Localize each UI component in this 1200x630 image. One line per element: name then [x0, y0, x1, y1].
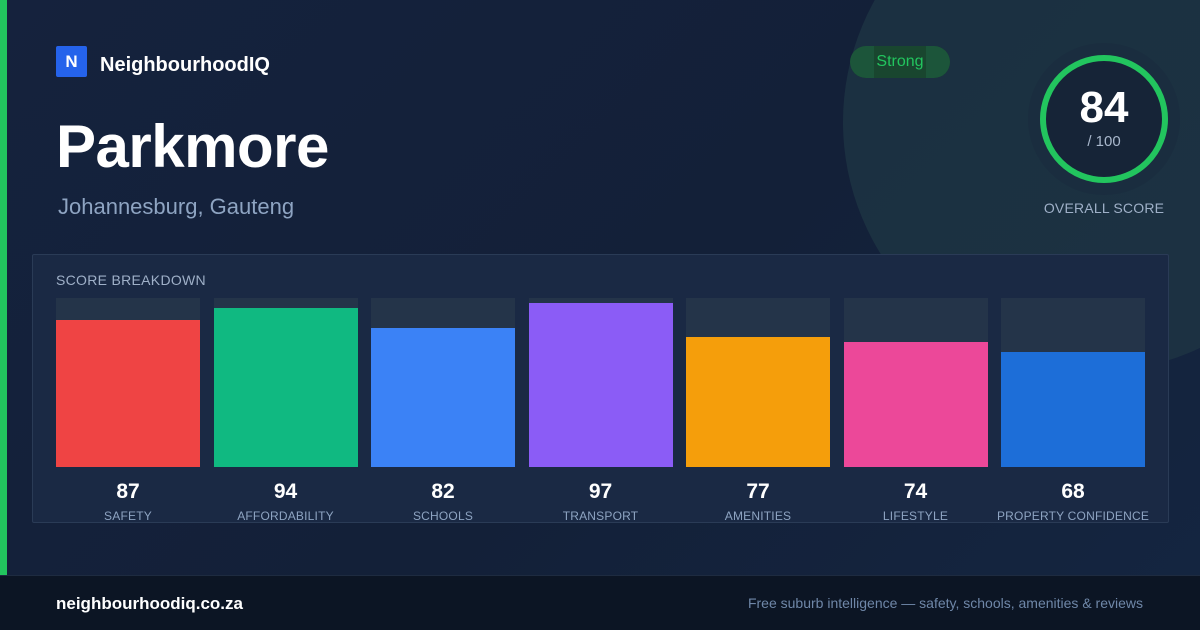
score-bar-lifestyle: 74 LIFESTYLE [843, 298, 988, 523]
bar-track [371, 298, 515, 467]
bar-value: 94 [273, 480, 298, 503]
bar-label: AMENITIES [724, 509, 792, 523]
bar-label: LIFESTYLE [882, 509, 949, 523]
bar-track [213, 298, 358, 467]
bar-track [528, 298, 673, 467]
bar-value: 82 [431, 480, 455, 503]
bar-fill [843, 342, 988, 467]
score-bar-amenities: 77 AMENITIES [686, 298, 830, 523]
score-bar-property-confidence: 68 PROPERTY CONFIDENCE [997, 298, 1149, 523]
bar-fill [686, 337, 830, 467]
suburb-title: Parkmore [56, 113, 329, 180]
bar-value: 87 [116, 480, 140, 503]
score-ring-progress [1040, 55, 1168, 183]
footer: neighbourhoodiq.co.za Free suburb intell… [0, 575, 1200, 630]
overall-score-max: / 100 [1087, 133, 1121, 150]
bar-track [686, 298, 830, 467]
bar-value: 97 [588, 480, 613, 503]
overall-score-ring: 84 / 100 [1028, 43, 1180, 195]
score-ring-icon [1028, 43, 1180, 195]
footer-domain: neighbourhoodiq.co.za [56, 594, 243, 613]
brand-logo-icon: N [56, 46, 87, 77]
bar-track [843, 298, 988, 467]
bar-fill [213, 308, 358, 467]
suburb-location: Johannesburg, Gauteng [58, 194, 295, 219]
share-card: N NeighbourhoodIQ Parkmore Johannesburg,… [0, 0, 1200, 575]
bar-label: SAFETY [104, 509, 152, 523]
score-bar-affordability: 94 AFFORDABILITY [213, 298, 358, 523]
bar-value: 77 [746, 480, 770, 503]
bar-value: 68 [1061, 480, 1085, 503]
bar-label: AFFORDABILITY [237, 509, 334, 523]
breakdown-title: SCORE BREAKDOWN [56, 272, 206, 288]
brand-name: NeighbourhoodIQ [100, 54, 270, 76]
breakdown-bars: 87 SAFETY 94 AFFORDABILITY 82 SCHOOLS 97 TRANSP… [56, 298, 1149, 523]
bar-label: SCHOOLS [412, 509, 474, 523]
bar-value: 74 [903, 480, 928, 503]
accent-bar [0, 0, 7, 575]
overall-score-value: 84 [1079, 83, 1129, 132]
score-bar-safety: 87 SAFETY [56, 298, 200, 523]
footer-tagline: Free suburb intelligence — safety, schoo… [747, 595, 1143, 611]
bar-fill [371, 328, 515, 467]
bar-fill [1001, 352, 1145, 467]
bar-track [1001, 298, 1145, 467]
bar-fill [528, 303, 673, 467]
bar-fill [56, 320, 200, 467]
bar-label: TRANSPORT [562, 509, 639, 523]
bar-track [56, 298, 200, 467]
bar-label: PROPERTY CONFIDENCE [996, 509, 1150, 523]
overall-score-caption: OVERALL SCORE [1043, 200, 1165, 216]
brand: N NeighbourhoodIQ [56, 46, 270, 77]
score-bar-transport: 97 TRANSPORT [528, 298, 673, 523]
rating-badge-label: Strong [876, 53, 924, 70]
score-breakdown-panel: SCORE BREAKDOWN 87 SAFETY 94 AFFORDABILITY 8… [32, 254, 1169, 523]
rating-badge: Strong [850, 46, 950, 78]
score-bar-schools: 82 SCHOOLS [371, 298, 515, 523]
